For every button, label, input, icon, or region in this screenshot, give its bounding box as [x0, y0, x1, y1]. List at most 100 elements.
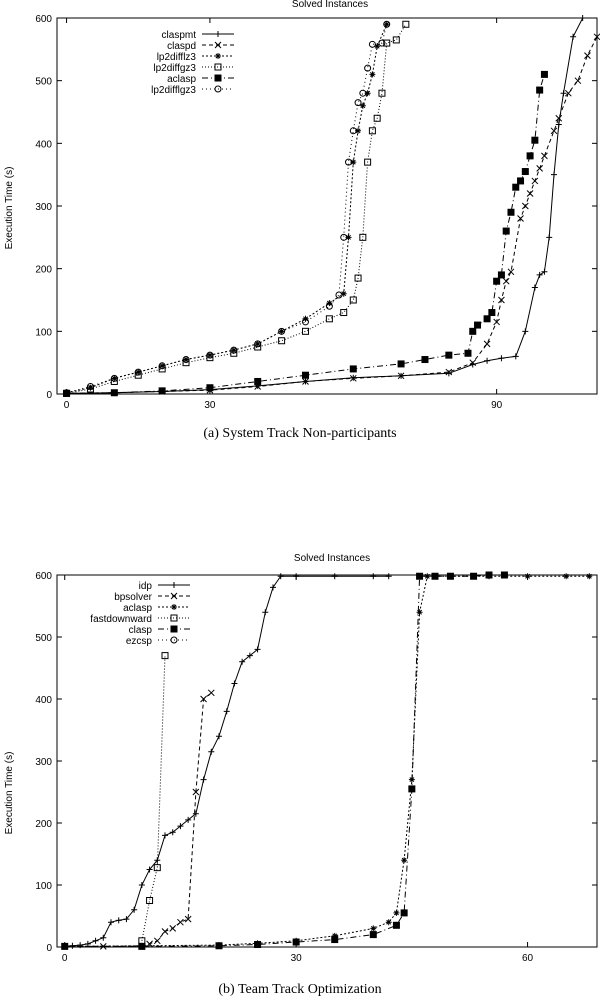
data-point	[325, 302, 333, 310]
data-point	[378, 39, 386, 47]
legend-marker	[171, 582, 177, 588]
data-point	[570, 33, 577, 40]
data-point	[206, 384, 214, 392]
data-point	[498, 355, 505, 362]
data-point	[100, 934, 107, 941]
data-point	[354, 99, 362, 107]
data-point	[431, 572, 439, 580]
series-line	[64, 575, 389, 947]
y-tick-label: 300	[35, 757, 52, 768]
series-line	[66, 17, 584, 394]
data-point	[531, 284, 538, 291]
data-point	[138, 882, 145, 888]
series-aclasp	[63, 70, 548, 397]
data-point	[416, 609, 423, 616]
data-point	[517, 215, 524, 222]
data-point	[469, 327, 477, 335]
data-point	[61, 942, 69, 950]
y-tick-label: 500	[35, 77, 52, 88]
data-point	[402, 20, 410, 28]
data-point	[401, 857, 408, 864]
data-point	[392, 36, 400, 44]
legend-marker	[170, 592, 178, 600]
data-point	[483, 340, 491, 348]
legend-label: aclasp	[123, 603, 152, 614]
data-point	[230, 346, 238, 354]
x-tick-label: 60	[522, 953, 534, 964]
chart-title: Solved Instances	[294, 553, 370, 564]
data-point	[368, 127, 376, 135]
data-point	[146, 866, 153, 873]
data-point	[359, 233, 367, 241]
data-point	[86, 382, 94, 390]
data-point	[134, 368, 142, 376]
data-point	[502, 227, 510, 235]
y-tick-label: 500	[35, 633, 52, 644]
data-point	[502, 277, 510, 285]
data-point	[531, 136, 539, 144]
data-point	[184, 915, 192, 923]
data-point	[445, 351, 453, 359]
legend-marker	[214, 74, 222, 82]
data-point	[278, 337, 286, 345]
data-point	[498, 296, 505, 304]
chart-team-track: Solved Instances Execution Time (s) 0 100…	[4, 553, 598, 964]
data-point	[192, 810, 199, 817]
data-point	[493, 318, 500, 326]
data-point	[134, 371, 142, 379]
data-point	[416, 572, 424, 580]
data-point	[200, 776, 207, 783]
data-point	[524, 573, 531, 580]
data-point	[541, 152, 548, 160]
data-point	[445, 370, 452, 377]
data-point	[393, 909, 400, 916]
y-tick-label: 300	[35, 202, 52, 213]
y-tick-label: 200	[35, 819, 52, 830]
data-point	[92, 937, 99, 944]
data-point	[474, 321, 482, 329]
data-point	[270, 584, 276, 591]
data-point	[397, 372, 405, 380]
data-point	[131, 906, 138, 913]
series-idp	[61, 573, 392, 950]
data-point	[340, 309, 348, 317]
data-point	[302, 378, 309, 385]
data-point	[383, 20, 391, 28]
series-lp2difflgz3	[63, 20, 391, 397]
data-point	[161, 652, 169, 660]
x-tick-label: 30	[291, 953, 303, 964]
series-claspd	[63, 33, 600, 397]
series-line	[66, 24, 407, 394]
data-point	[469, 359, 477, 367]
data-point	[254, 343, 262, 351]
data-point	[161, 928, 169, 935]
y-tick-label: 600	[35, 571, 52, 582]
series-fastdownward	[138, 652, 169, 945]
legend-label: lp2diffgz3	[153, 63, 196, 74]
data-point	[153, 937, 161, 945]
series-line	[141, 655, 166, 941]
data-point	[345, 234, 352, 241]
data-point	[550, 127, 558, 135]
series-line	[66, 24, 388, 394]
data-point	[521, 168, 529, 176]
y-tick-label: 600	[35, 14, 52, 25]
data-point	[162, 832, 168, 839]
data-point	[526, 152, 534, 160]
data-point	[385, 919, 392, 926]
data-point	[192, 788, 200, 796]
data-point	[208, 748, 215, 755]
data-point	[254, 340, 262, 348]
data-point	[359, 89, 367, 97]
data-point	[231, 680, 238, 687]
legend-marker	[215, 31, 221, 37]
data-point	[497, 271, 505, 279]
legend-marker	[170, 614, 178, 622]
data-point	[555, 121, 562, 128]
legend-label: idp	[139, 581, 153, 592]
data-point	[397, 360, 405, 368]
legend-marker	[171, 604, 177, 610]
data-point	[277, 573, 284, 580]
legend-label: aclasp	[167, 74, 196, 85]
legend-marker	[170, 636, 178, 644]
